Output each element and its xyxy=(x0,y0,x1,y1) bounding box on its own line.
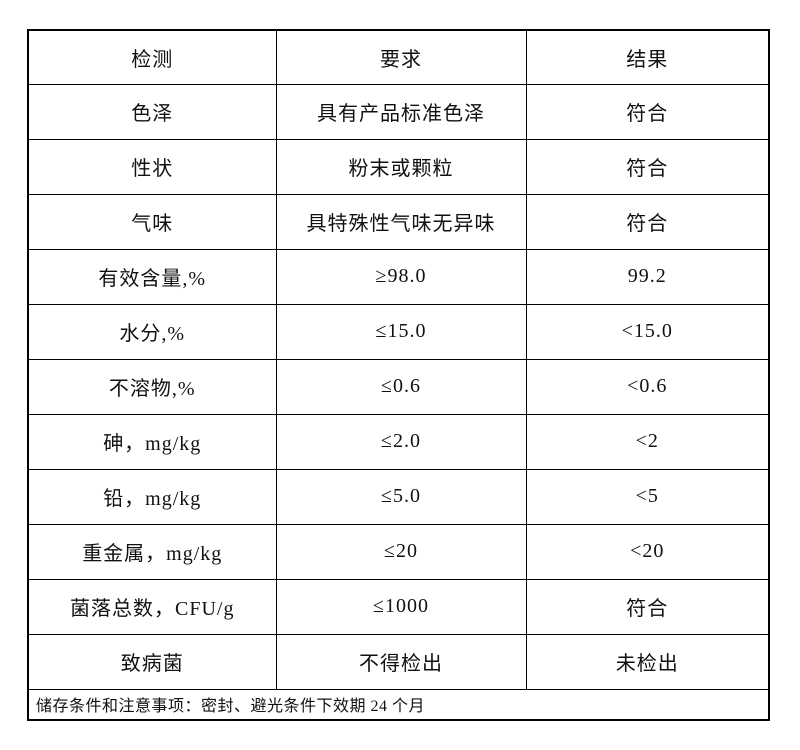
cell-requirement: ≥98.0 xyxy=(275,248,527,305)
table-row: 菌落总数，CFU/g ≤1000 符合 xyxy=(27,578,770,635)
cell-requirement: 具特殊性气味无异味 xyxy=(275,193,527,250)
cell-result: 符合 xyxy=(525,83,770,140)
cell-requirement: ≤2.0 xyxy=(275,413,527,470)
header-cell-requirement: 要求 xyxy=(275,29,527,85)
table-row: 铅，mg/kg ≤5.0 <5 xyxy=(27,468,770,525)
cell-item: 铅，mg/kg xyxy=(27,468,277,525)
inspection-spec-table: 检测 要求 结果 色泽 具有产品标准色泽 符合 性状 粉末或颗粒 符合 气味 具… xyxy=(27,29,770,721)
cell-result: <5 xyxy=(525,468,770,525)
table-row: 有效含量,% ≥98.0 99.2 xyxy=(27,248,770,305)
cell-item: 不溶物,% xyxy=(27,358,277,415)
table-footer-row: 储存条件和注意事项：密封、避光条件下效期 24 个月 xyxy=(27,688,770,721)
cell-item: 致病菌 xyxy=(27,633,277,690)
cell-result: 符合 xyxy=(525,193,770,250)
header-cell-test: 检测 xyxy=(27,29,277,85)
cell-result: 符合 xyxy=(525,578,770,635)
cell-result: <2 xyxy=(525,413,770,470)
cell-requirement: 不得检出 xyxy=(275,633,527,690)
cell-item: 色泽 xyxy=(27,83,277,140)
cell-result: <20 xyxy=(525,523,770,580)
cell-requirement: 具有产品标准色泽 xyxy=(275,83,527,140)
cell-requirement: 粉末或颗粒 xyxy=(275,138,527,195)
table-header-row: 检测 要求 结果 xyxy=(27,29,770,85)
cell-requirement: ≤15.0 xyxy=(275,303,527,360)
cell-result: 99.2 xyxy=(525,248,770,305)
cell-result: 未检出 xyxy=(525,633,770,690)
storage-note: 储存条件和注意事项：密封、避光条件下效期 24 个月 xyxy=(27,688,770,721)
cell-item: 重金属，mg/kg xyxy=(27,523,277,580)
table-row: 性状 粉末或颗粒 符合 xyxy=(27,138,770,195)
table-row: 不溶物,% ≤0.6 <0.6 xyxy=(27,358,770,415)
header-cell-result: 结果 xyxy=(525,29,770,85)
cell-item: 气味 xyxy=(27,193,277,250)
cell-requirement: ≤0.6 xyxy=(275,358,527,415)
cell-requirement: ≤20 xyxy=(275,523,527,580)
cell-result: <0.6 xyxy=(525,358,770,415)
cell-item: 砷，mg/kg xyxy=(27,413,277,470)
cell-requirement: ≤1000 xyxy=(275,578,527,635)
cell-result: 符合 xyxy=(525,138,770,195)
cell-item: 水分,% xyxy=(27,303,277,360)
cell-item: 有效含量,% xyxy=(27,248,277,305)
cell-result: <15.0 xyxy=(525,303,770,360)
cell-item: 菌落总数，CFU/g xyxy=(27,578,277,635)
table-row: 水分,% ≤15.0 <15.0 xyxy=(27,303,770,360)
table-row: 砷，mg/kg ≤2.0 <2 xyxy=(27,413,770,470)
table-row: 气味 具特殊性气味无异味 符合 xyxy=(27,193,770,250)
cell-item: 性状 xyxy=(27,138,277,195)
table-row: 重金属，mg/kg ≤20 <20 xyxy=(27,523,770,580)
cell-requirement: ≤5.0 xyxy=(275,468,527,525)
table-row: 致病菌 不得检出 未检出 xyxy=(27,633,770,690)
table-row: 色泽 具有产品标准色泽 符合 xyxy=(27,83,770,140)
